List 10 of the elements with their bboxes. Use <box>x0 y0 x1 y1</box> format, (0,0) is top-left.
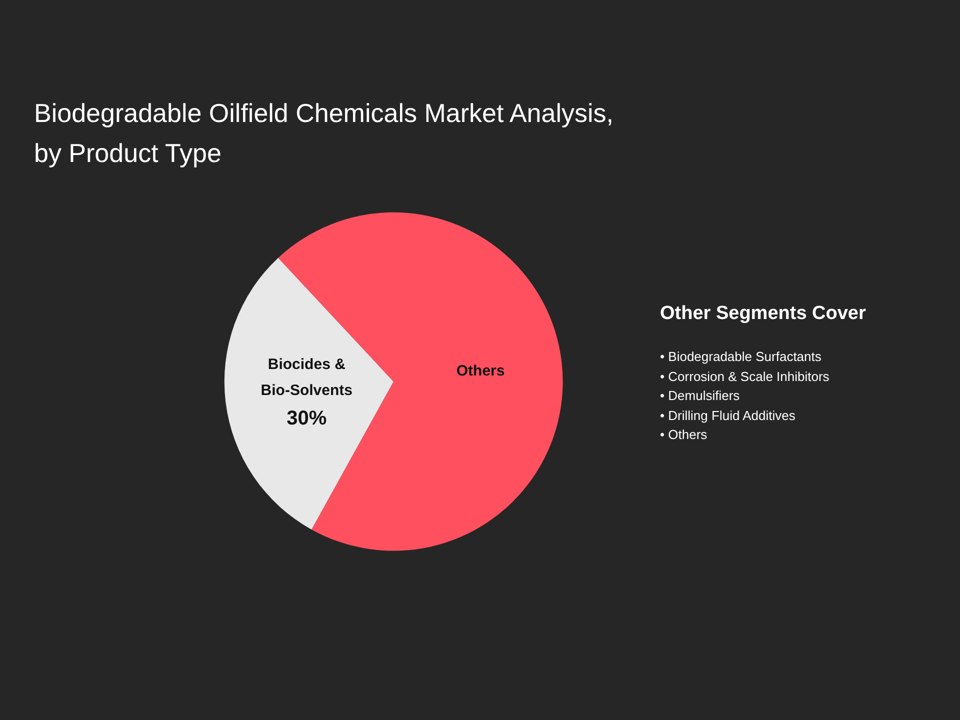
text: • Demulsifiers <box>660 387 741 405</box>
text: Other Segments Cover <box>660 303 867 325</box>
slice-label: Others <box>456 362 505 380</box>
text: • Corrosion & Scale Inhibitors <box>660 368 830 386</box>
data-label: 30% <box>286 407 327 430</box>
slice-label: Biocides & Bio-Solvents <box>260 356 352 399</box>
text: • Biodegradable Surfactants <box>660 348 822 366</box>
chart-title: Biodegradable Oilfield Chemicals Market Analysis, by Product Type <box>34 97 614 170</box>
text: • Others <box>660 426 708 444</box>
text: • Drilling Fluid Additives <box>660 406 796 425</box>
